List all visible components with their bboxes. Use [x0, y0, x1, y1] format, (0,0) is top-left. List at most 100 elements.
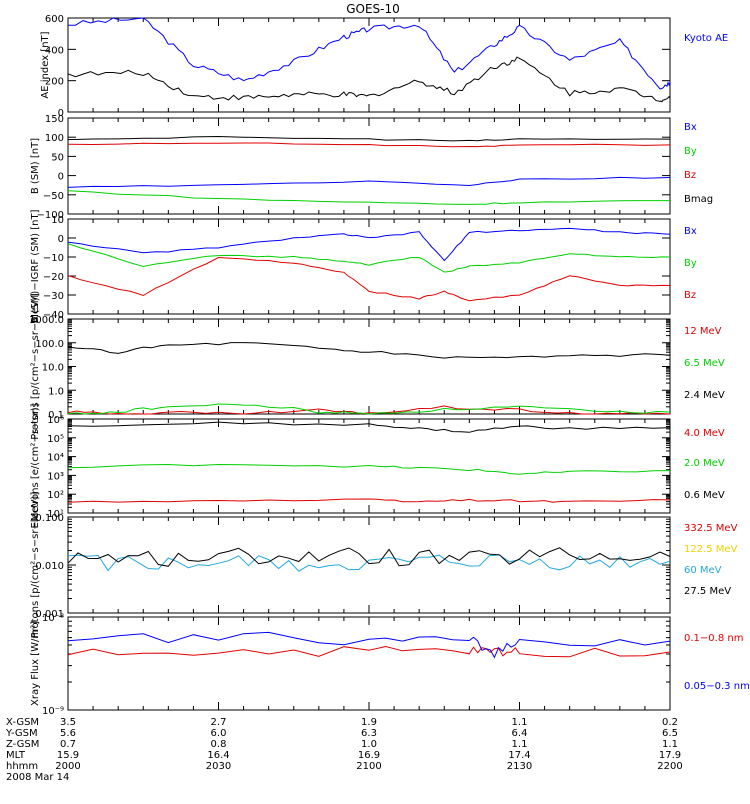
legend-label: By — [684, 258, 697, 269]
y-axis-label: Protons [p/(cm²−s−sr−MeV)] — [30, 492, 41, 639]
legend-label: Bz — [684, 170, 696, 181]
ephemeris-value: 6.5 — [662, 728, 678, 739]
ephemeris-value: 3.5 — [60, 717, 76, 728]
y-tick-label: 10 — [51, 215, 64, 226]
ephemeris-row: MLT 15.9 16.4 16.9 17.4 17.9 — [6, 750, 681, 761]
legend-label: 2.0 MeV — [684, 458, 725, 469]
ephemeris-value: 17.9 — [659, 750, 681, 761]
ephemeris-value: 16.9 — [358, 750, 380, 761]
ephemeris-value: 2000 — [55, 761, 80, 772]
ephemeris-value: 15.9 — [57, 750, 79, 761]
ephemeris-value: 16.4 — [207, 750, 229, 761]
legend-label: 60 MeV — [684, 565, 722, 576]
y-axis-label: Electrons [e/(cm²−s−sr)] — [30, 403, 41, 528]
y-tick-label: 10¹ — [47, 509, 64, 520]
y-tick-label: −40 — [43, 310, 64, 321]
legend-label: Kyoto AE — [684, 33, 728, 44]
y-tick-label: 10⁻⁹ — [42, 706, 64, 717]
legend-label: 0.05−0.3 nm — [684, 681, 750, 692]
legend-label: Bx — [684, 122, 697, 133]
ephemeris-value: 2030 — [206, 761, 231, 772]
series-line-2-4-mev — [67, 342, 671, 359]
series-line-bz — [67, 256, 671, 302]
series-line-bx — [67, 176, 671, 188]
y-tick-label: 0 — [58, 172, 64, 183]
y-tick-label: 0 — [58, 108, 64, 119]
panel-frame — [67, 218, 671, 315]
y-tick-label: 1.0 — [48, 386, 64, 397]
ephemeris-value: 6.3 — [361, 728, 377, 739]
series-line-bz — [67, 142, 671, 148]
ephemeris-row: Z-GSM 0.7 0.8 1.0 1.1 1.1 — [6, 739, 678, 750]
page-title: GOES-10 — [346, 2, 400, 16]
ephemeris-value: 2130 — [507, 761, 532, 772]
ephemeris-row: Y-GSM 5.6 6.0 6.3 6.4 6.5 — [5, 728, 678, 739]
series-line-bx — [67, 227, 671, 262]
y-tick-label: 1000.0 — [29, 315, 64, 326]
ephemeris-value: 6.4 — [512, 728, 528, 739]
ephemeris-value: 2200 — [657, 761, 682, 772]
y-tick-label: −100 — [37, 210, 64, 221]
y-tick-label: 600 — [45, 14, 64, 25]
ephemeris-row-label: Z-GSM — [6, 739, 39, 750]
legend-label: 6.5 MeV — [684, 358, 725, 369]
y-tick-label: 10⁴ — [47, 453, 64, 464]
ephemeris-value: 2.7 — [211, 717, 227, 728]
ephemeris-value: 5.6 — [60, 728, 76, 739]
y-tick-label: 0.010 — [35, 561, 64, 572]
legend-label: 2.4 MeV — [684, 390, 725, 401]
ephemeris-row-label: X-GSM — [6, 717, 39, 728]
ephemeris-value: 17.4 — [508, 750, 530, 761]
ephemeris-row-label: hhmm — [6, 761, 38, 772]
y-tick-label: 10² — [47, 490, 64, 501]
y-tick-label: 200 — [45, 77, 64, 88]
panel-frame — [67, 17, 671, 113]
series-line-0-05-0-3-nm — [67, 631, 671, 659]
legend-label: 332.5 MeV — [684, 523, 738, 534]
ephemeris-row-label: Y-GSM — [5, 728, 38, 739]
ephemeris-value: 1.9 — [361, 717, 377, 728]
series-line-bmag — [67, 135, 671, 142]
series-line-60-mev — [67, 554, 671, 572]
ephemeris-row: X-GSM 3.5 2.7 1.9 1.1 0.2 — [6, 717, 678, 728]
legend-label: Bx — [684, 226, 697, 237]
ephemeris-row-label: MLT — [6, 750, 26, 761]
legend-label: Bmag — [684, 194, 713, 205]
panel-frame — [67, 117, 671, 215]
y-tick-label: 10³ — [47, 471, 64, 482]
y-tick-label: 0.001 — [35, 609, 64, 620]
y-axis-label: B (SM)−IGRF (SM) [nT] — [30, 209, 41, 323]
ephemeris-value: 1.1 — [512, 717, 528, 728]
ephemeris-row: hhmm 2000 2030 2100 2130 2200 — [6, 761, 683, 772]
panel-5: 10¹ 10² 10³ 10⁴ 10⁵ 10⁶ Electrons [e/(cm²−s−sr… — [30, 403, 725, 528]
series-line-2-0-mev — [67, 463, 671, 475]
ephemeris-value: 2100 — [356, 761, 381, 772]
ephemeris-table: X-GSM 3.5 2.7 1.9 1.1 0.2 Y-GSM 5.6 6.0 6.3 6.4 6.5… — [5, 717, 683, 783]
y-tick-label: 150 — [45, 114, 64, 125]
ephemeris-value: 0.8 — [211, 739, 227, 750]
series-line-themis-ae — [67, 56, 671, 103]
legend-label: 122.5 MeV — [684, 544, 738, 555]
legend-label: 12 MeV — [684, 326, 722, 337]
panel-frame — [67, 616, 671, 711]
ephemeris-value: 6.0 — [211, 728, 227, 739]
y-tick-label: 0 — [58, 234, 64, 245]
y-tick-label: 100 — [45, 133, 64, 144]
y-tick-label: 400 — [45, 45, 64, 56]
y-axis-label: Protons [p/(cm²−s−sr−MeV)] — [30, 293, 41, 440]
legend-label: 4.0 MeV — [684, 428, 725, 439]
ephemeris-value: 1.1 — [512, 739, 528, 750]
y-tick-label: 100.0 — [35, 339, 64, 350]
legend-label: 27.5 MeV — [684, 586, 731, 597]
y-axis-label: Xray Flux [W/m²] — [30, 621, 41, 706]
series-line-kyoto-ae — [68, 17, 671, 90]
y-axis-label: AE index [nT] — [40, 31, 51, 98]
panel-2: −100 −50 0 50 100 150 B (SM) [nT] Bx By Bz Bmag — [30, 114, 713, 221]
